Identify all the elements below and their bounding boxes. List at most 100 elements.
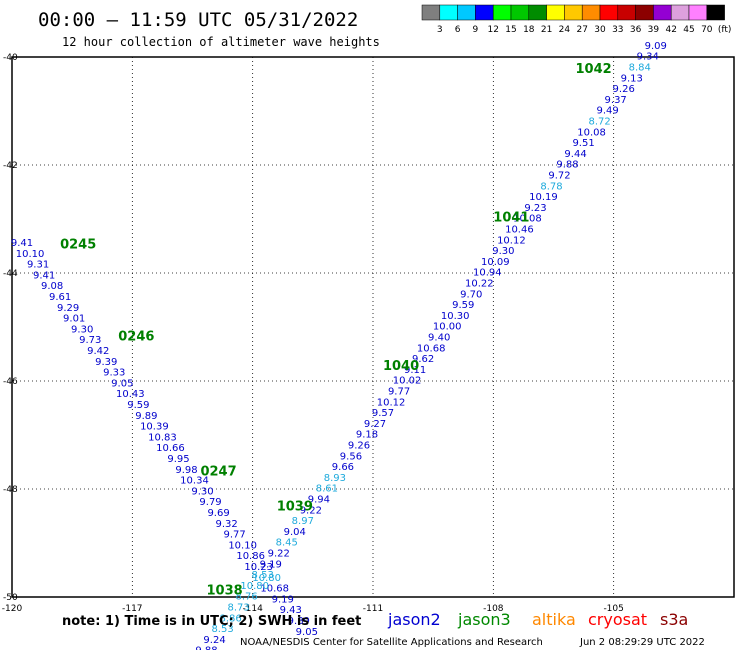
swh-value: 8.72 [588, 117, 610, 128]
swh-value: 9.09 [645, 41, 667, 52]
swh-value: 10.94 [473, 268, 502, 279]
swh-value: 9.77 [223, 530, 245, 541]
swh-value: 9.88 [195, 646, 217, 650]
swh-value: 9.05 [111, 378, 133, 389]
scale-swatch [564, 4, 583, 21]
scale-label: 12 [487, 25, 498, 35]
swh-value: 10.19 [529, 192, 558, 203]
swh-value: 9.94 [308, 495, 330, 506]
swh-value: 9.69 [207, 508, 229, 519]
swh-value: 9.59 [127, 400, 149, 411]
swh-value: 8.84 [629, 63, 651, 74]
swh-value: 8.61 [316, 484, 338, 495]
swh-value: 9.30 [492, 246, 514, 257]
scale-swatch [617, 4, 636, 21]
scale-swatch [546, 4, 565, 21]
swh-value: 9.61 [49, 292, 71, 303]
pass-label: 1042 [576, 62, 612, 77]
footer-note: note: 1) Time is in UTC; 2) SWH is in fe… [62, 614, 361, 629]
swh-value: 9.23 [524, 203, 546, 214]
swh-value: 9.04 [284, 527, 306, 538]
swh-value: 9.88 [556, 160, 578, 171]
pass-label: 1041 [493, 211, 529, 226]
swh-value: 8.86 [219, 613, 241, 624]
plot-frame [11, 56, 735, 598]
swh-value: 9.32 [215, 519, 237, 530]
swh-value: 9.01 [63, 314, 85, 325]
swh-value: 9.70 [460, 289, 482, 300]
swh-value: 9.31 [27, 260, 49, 271]
scale-swatch [421, 4, 441, 21]
swh-value: 10.80 [252, 573, 281, 584]
scale-swatch [439, 4, 458, 21]
scale-swatch [528, 4, 547, 21]
pass-label: 0246 [118, 330, 154, 345]
scale-label: 24 [559, 25, 571, 35]
x-tick-label: -108 [483, 604, 504, 614]
swh-value: 9.26 [348, 441, 370, 452]
swh-value: 9.73 [79, 335, 101, 346]
swh-value: 10.86 [236, 551, 265, 562]
swh-value: 9.13 [621, 73, 643, 84]
swh-value: 9.19 [272, 594, 294, 605]
swh-value: 10.00 [433, 322, 462, 333]
swh-value: 10.66 [156, 443, 185, 454]
swh-value: 10.30 [441, 311, 470, 322]
y-tick-label: -44 [3, 269, 18, 279]
y-tick-label: -42 [3, 161, 18, 171]
pass-label: 1038 [206, 583, 242, 598]
scale-label: 70 [701, 25, 713, 35]
swh-value: 9.79 [199, 497, 221, 508]
x-tick-label: -111 [363, 604, 383, 614]
data-marks: 9.4110.109.319.419.089.619.299.019.309.7… [11, 41, 667, 650]
swh-value: 9.26 [613, 84, 635, 95]
swh-value: 9.56 [340, 451, 362, 462]
scale-swatch [688, 4, 708, 21]
swh-value: 10.83 [148, 432, 177, 443]
y-tick-label: -48 [3, 485, 18, 495]
swh-value: 9.34 [637, 52, 659, 63]
swh-value: 9.30 [71, 324, 93, 335]
scale-swatch [653, 4, 672, 21]
x-tick-label: -114 [242, 604, 263, 614]
swh-value: 9.33 [103, 368, 125, 379]
swh-value: 9.89 [288, 616, 310, 627]
swh-value: 8.45 [276, 538, 298, 549]
scale-label: 39 [648, 25, 660, 35]
swh-value: 9.40 [428, 333, 450, 344]
swh-value: 10.68 [417, 343, 446, 354]
swh-value: 9.05 [296, 627, 318, 638]
scale-label: 33 [612, 25, 623, 35]
chart-subtitle: 12 hour collection of altimeter wave hei… [62, 35, 380, 49]
grid-lines [12, 57, 734, 597]
swh-value: 10.46 [505, 225, 534, 236]
swh-value: 9.22 [268, 549, 290, 560]
scale-label: 30 [594, 25, 606, 35]
swh-value: 8.76 [236, 592, 258, 603]
footer-timestamp: Jun 2 08:29:29 UTC 2022 [579, 637, 705, 648]
swh-value: 9.39 [95, 357, 117, 368]
swh-value: 9.98 [175, 465, 197, 476]
scale-label: 36 [630, 25, 642, 35]
scale-swatch [457, 4, 476, 21]
swh-value: 8.78 [540, 181, 562, 192]
swh-value: 9.37 [605, 95, 627, 106]
pass-label: 1040 [383, 359, 419, 374]
swh-value: 10.12 [377, 397, 406, 408]
swh-value: 9.77 [388, 387, 410, 398]
swh-value: 10.08 [577, 127, 606, 138]
chart-title: 00:00 – 11:59 UTC 05/31/2022 [38, 9, 358, 31]
swh-value: 9.57 [372, 408, 394, 419]
swh-value: 8.53 [211, 624, 233, 635]
legend-jason2: jason2 [387, 610, 441, 629]
swh-value: 9.41 [11, 238, 33, 249]
swh-value: 9.41 [33, 270, 55, 281]
swh-value: 10.02 [393, 376, 422, 387]
legend-s3a: s3a [660, 610, 688, 629]
swh-value: 9.29 [57, 303, 79, 314]
scale-label: 9 [473, 25, 479, 35]
swh-value: 10.08 [513, 214, 542, 225]
swh-value: 10.34 [180, 476, 209, 487]
swh-value: 9.24 [203, 635, 225, 646]
